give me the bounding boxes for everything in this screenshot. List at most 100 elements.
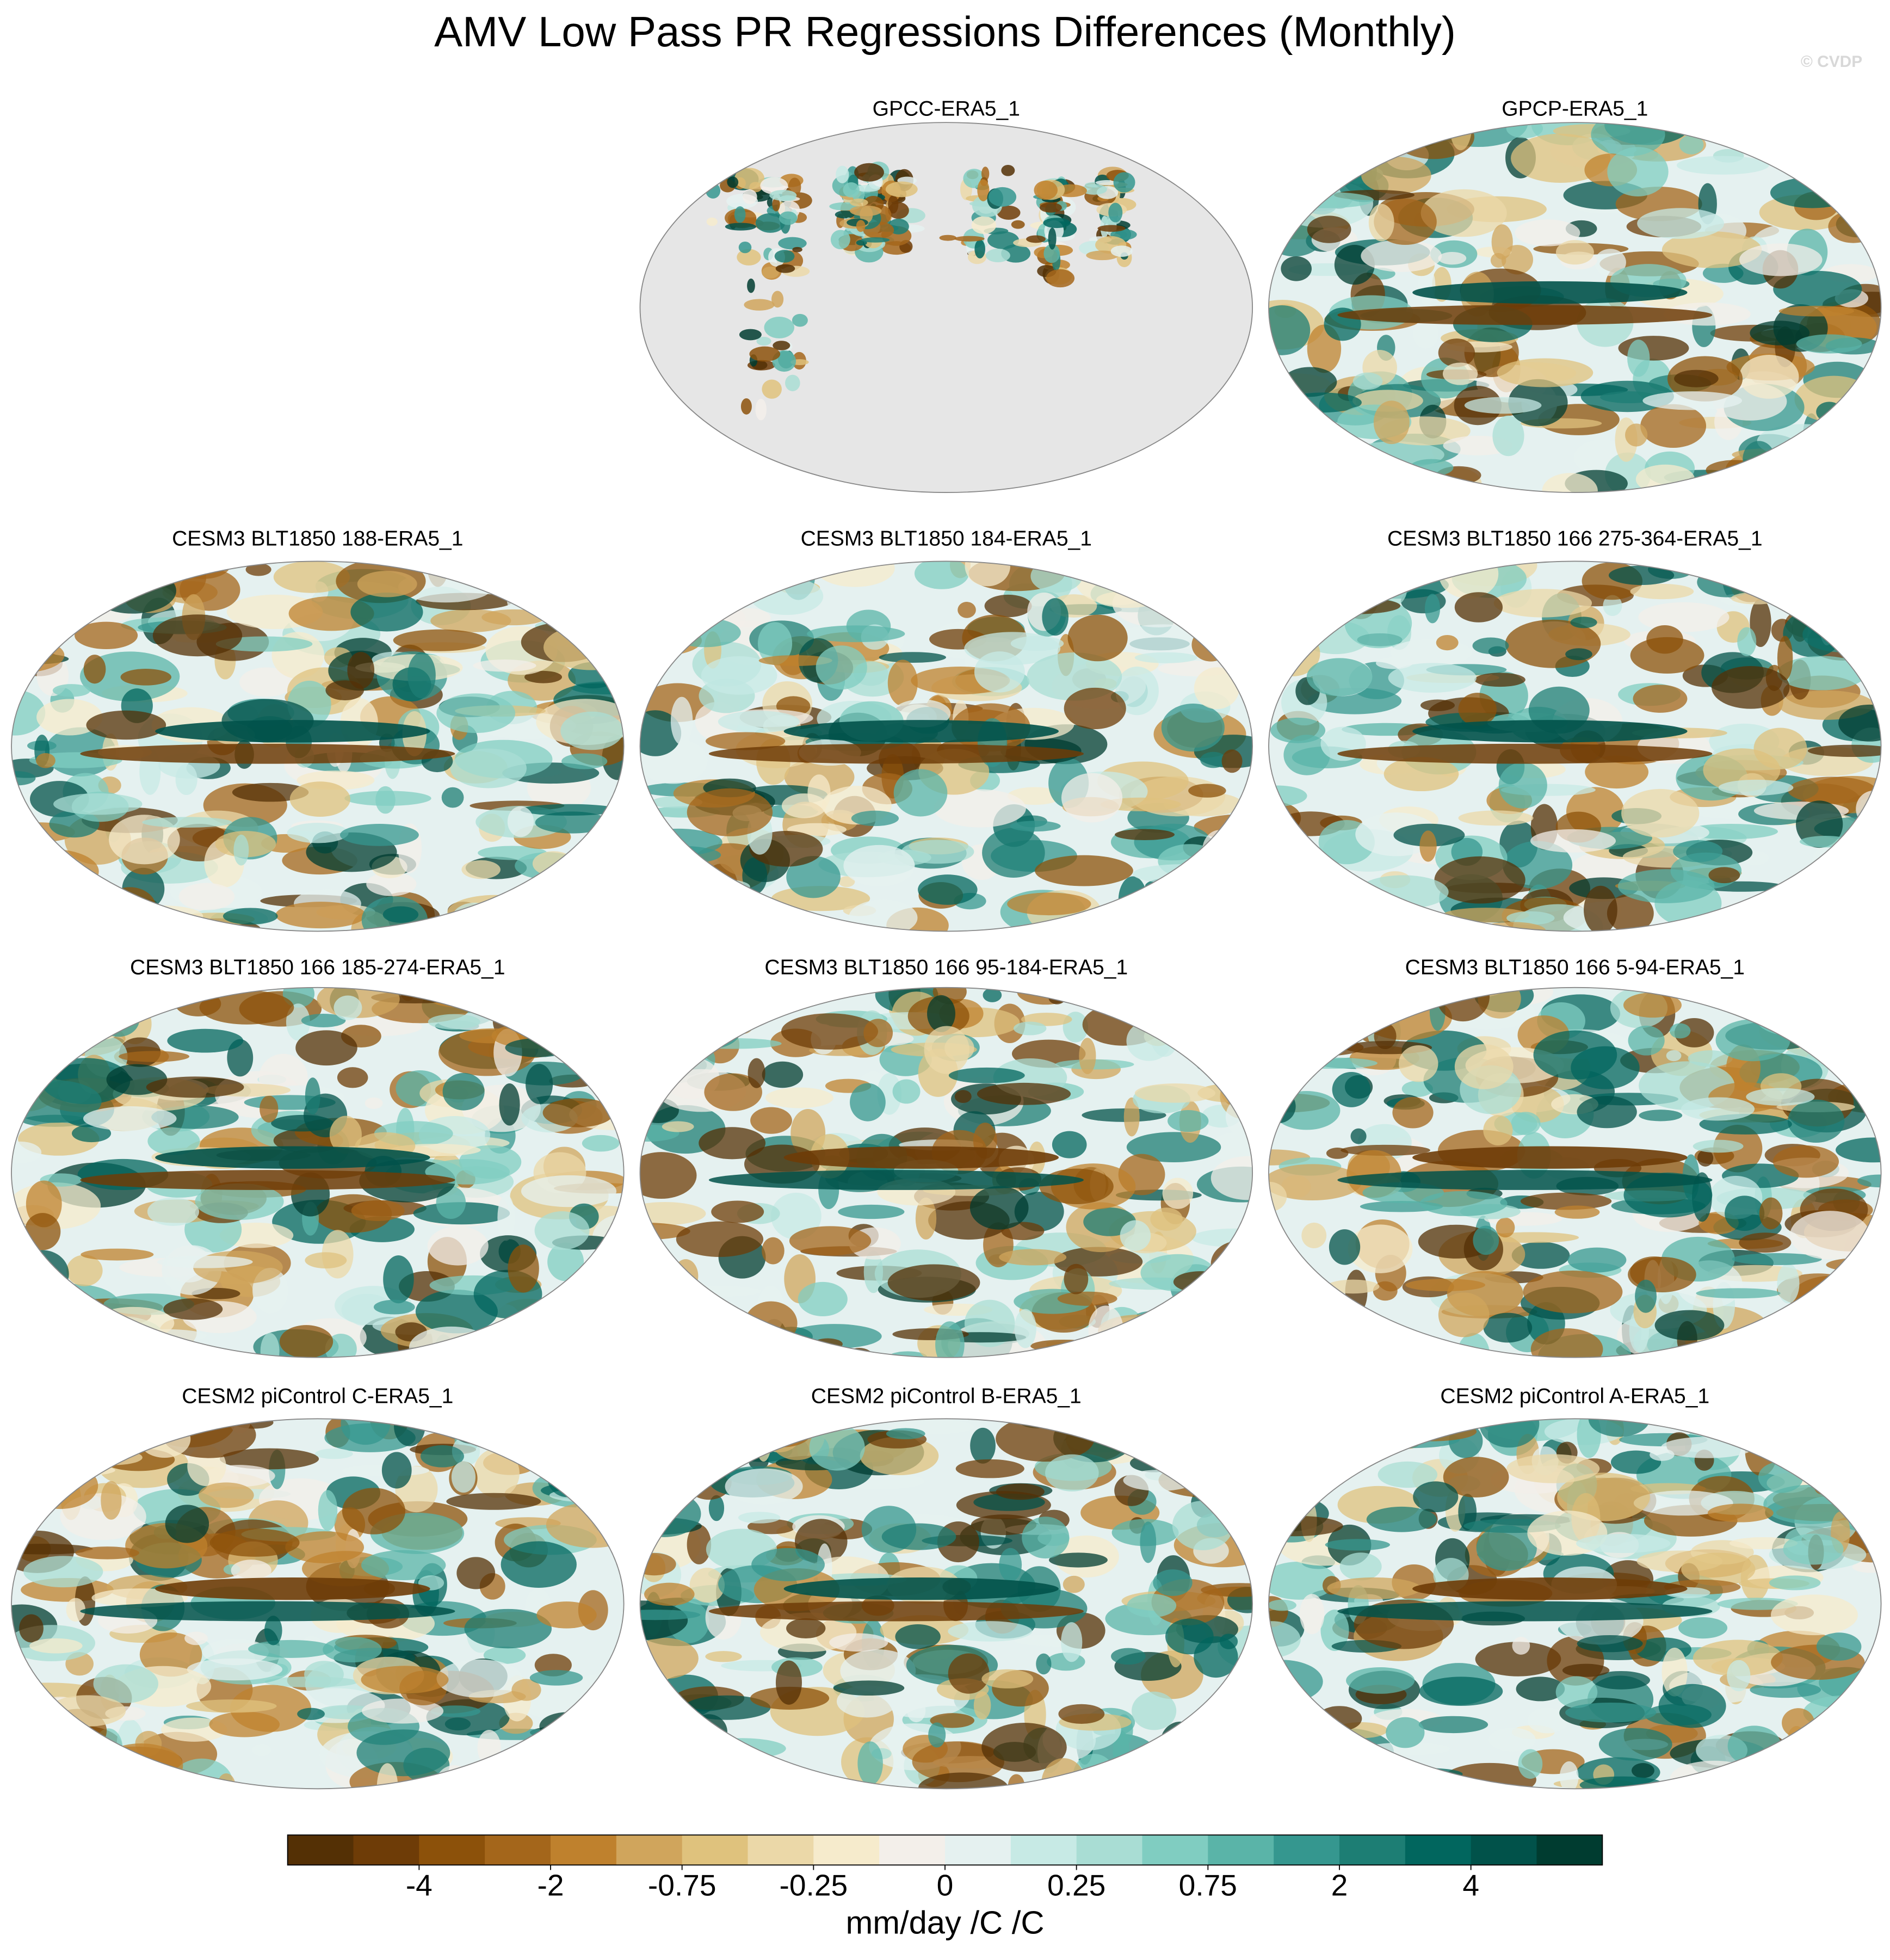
map-outline bbox=[11, 987, 625, 1358]
field-blob bbox=[174, 1419, 221, 1431]
field-blob bbox=[1268, 561, 1319, 594]
field-blob bbox=[751, 1548, 825, 1581]
field-blob bbox=[1715, 1019, 1790, 1062]
field-blob bbox=[481, 609, 546, 626]
field-blob bbox=[1392, 1097, 1434, 1129]
land-field bbox=[1043, 244, 1060, 263]
field-blob bbox=[1103, 987, 1151, 1014]
field-blob bbox=[1200, 1315, 1223, 1338]
field-blob bbox=[863, 1019, 893, 1047]
field-blob bbox=[851, 810, 899, 827]
field-blob bbox=[1272, 1739, 1318, 1753]
field-blob bbox=[365, 1097, 383, 1109]
field-blob bbox=[754, 1419, 812, 1447]
field-blob bbox=[1438, 251, 1467, 265]
panel-title: CESM2 piControl C-ERA5_1 bbox=[182, 1385, 453, 1408]
field-blob bbox=[1857, 1174, 1881, 1188]
field-blob bbox=[39, 1299, 59, 1344]
field-blob bbox=[640, 601, 700, 615]
field-blob bbox=[1201, 1419, 1236, 1441]
field-blob bbox=[1457, 1333, 1490, 1358]
field-blob bbox=[37, 1465, 56, 1491]
field-blob bbox=[1669, 1023, 1691, 1039]
field-blob bbox=[1795, 139, 1814, 169]
colorbar-box bbox=[287, 1835, 354, 1865]
field-blob bbox=[715, 1762, 769, 1789]
field-blob bbox=[33, 1419, 104, 1428]
field-blob bbox=[1693, 1139, 1744, 1153]
field-blob bbox=[640, 892, 685, 922]
field-blob bbox=[654, 908, 715, 931]
field-blob bbox=[1771, 1334, 1828, 1353]
field-blob bbox=[1823, 1316, 1881, 1351]
field-blob bbox=[451, 902, 498, 932]
field-blob bbox=[850, 1083, 886, 1121]
field-blob bbox=[447, 895, 542, 930]
land-field bbox=[771, 291, 784, 308]
map-panel bbox=[11, 1419, 624, 1789]
field-blob bbox=[640, 868, 713, 892]
land-field bbox=[855, 184, 880, 192]
field-blob bbox=[1799, 871, 1873, 919]
field-blob bbox=[1294, 901, 1339, 927]
field-blob bbox=[1638, 602, 1730, 632]
field-blob bbox=[1681, 1552, 1756, 1586]
map-outline bbox=[639, 987, 1253, 1358]
field-blob bbox=[1577, 1419, 1601, 1458]
field-blob bbox=[464, 1608, 552, 1649]
field-blob bbox=[1670, 1760, 1758, 1789]
panel-title: GPCP-ERA5_1 bbox=[1502, 97, 1648, 120]
field-blob bbox=[1419, 830, 1437, 862]
field-blob bbox=[640, 590, 701, 624]
field-blob bbox=[1739, 355, 1799, 399]
field-blob bbox=[705, 732, 786, 750]
field-blob bbox=[1516, 1677, 1565, 1702]
land-field bbox=[727, 176, 739, 188]
field-blob bbox=[1111, 1648, 1146, 1665]
field-blob bbox=[1349, 1759, 1429, 1789]
field-blob bbox=[1627, 340, 1650, 377]
field-blob bbox=[11, 1305, 71, 1347]
field-blob bbox=[357, 571, 417, 597]
land-field bbox=[1110, 245, 1133, 257]
field-blob bbox=[1064, 687, 1126, 730]
field-blob bbox=[1366, 1506, 1437, 1532]
field-blob bbox=[1491, 224, 1513, 260]
field-blob bbox=[750, 577, 824, 615]
land-field bbox=[762, 266, 779, 279]
field-blob bbox=[1758, 907, 1776, 928]
field-blob bbox=[11, 987, 89, 1002]
field-blob bbox=[175, 763, 197, 796]
field-blob bbox=[927, 995, 955, 1032]
field-blob bbox=[958, 602, 976, 618]
field-blob bbox=[1280, 192, 1374, 208]
equatorial-band bbox=[708, 1170, 1084, 1190]
field-blob bbox=[1388, 663, 1477, 693]
land-field bbox=[737, 249, 761, 266]
field-blob bbox=[223, 908, 278, 925]
field-blob bbox=[1140, 991, 1220, 1039]
field-blob bbox=[472, 987, 536, 1001]
field-blob bbox=[1458, 693, 1497, 726]
field-blob bbox=[1673, 840, 1723, 862]
field-blob bbox=[1134, 1083, 1216, 1103]
field-blob bbox=[383, 1255, 414, 1304]
field-blob bbox=[1183, 1739, 1222, 1759]
field-blob bbox=[1405, 1279, 1486, 1291]
field-blob bbox=[499, 1083, 520, 1126]
field-blob bbox=[1737, 627, 1757, 656]
colorbar-tick-label: 0 bbox=[937, 1868, 954, 1902]
field-blob bbox=[1454, 1044, 1514, 1089]
field-blob bbox=[1654, 1310, 1725, 1341]
field-blob bbox=[1835, 588, 1881, 600]
field-blob bbox=[1194, 667, 1240, 710]
map-outline bbox=[1268, 122, 1882, 494]
field-blob bbox=[534, 1211, 590, 1250]
field-blob bbox=[483, 1646, 526, 1664]
field-blob bbox=[22, 1462, 98, 1509]
field-blob bbox=[1776, 561, 1799, 581]
field-blob bbox=[640, 1274, 703, 1317]
field-blob bbox=[892, 1079, 921, 1104]
colorbar-box bbox=[1274, 1835, 1340, 1865]
field-blob bbox=[1623, 993, 1682, 1018]
